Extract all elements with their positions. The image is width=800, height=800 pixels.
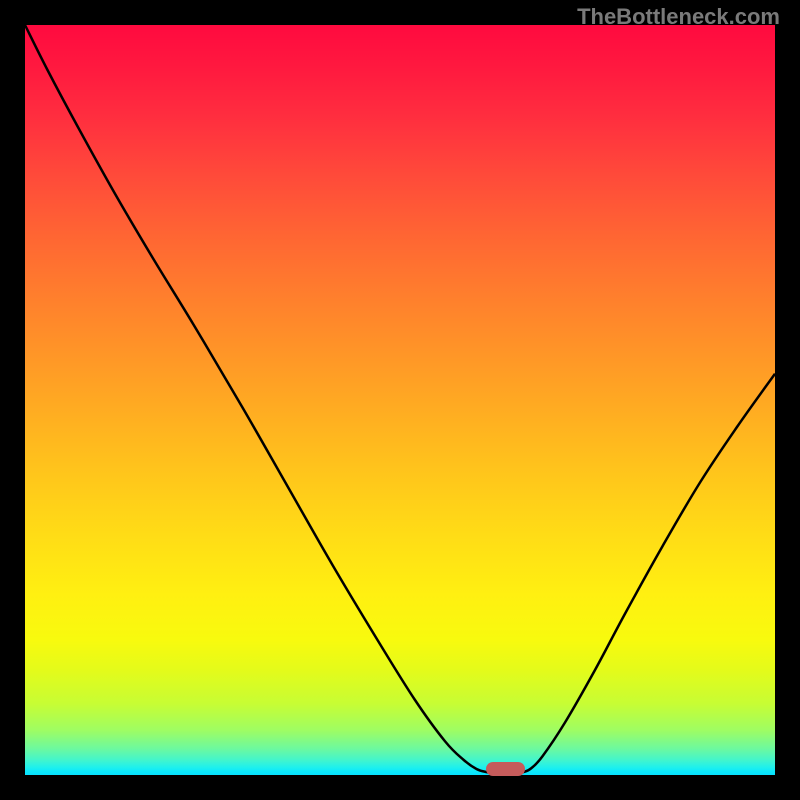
optimal-range-marker — [486, 762, 525, 776]
curve-path — [25, 25, 775, 773]
plot-area — [25, 25, 775, 775]
watermark-text: TheBottleneck.com — [577, 4, 780, 30]
bottleneck-curve — [25, 25, 775, 775]
chart-frame: TheBottleneck.com — [0, 0, 800, 800]
